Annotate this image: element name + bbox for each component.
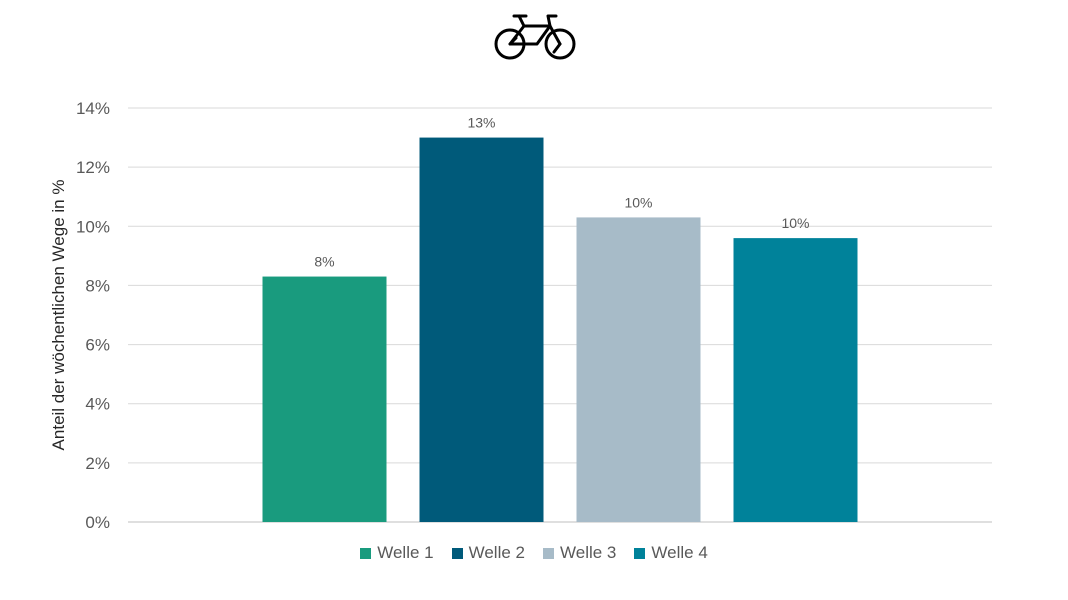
data-label: 10% [781,215,809,231]
y-tick-label: 4% [85,395,110,414]
y-axis-label: Anteil der wöchentlichen Wege in % [49,180,68,451]
legend-swatch [451,547,463,559]
legend-label: Welle 3 [560,543,617,562]
data-label: 13% [467,115,495,131]
y-tick-label: 10% [76,217,110,236]
legend-swatch [543,547,554,559]
y-tick-label: 0% [85,513,110,532]
bars [262,137,858,523]
bar-welle-3 [576,217,701,522]
y-axis-ticks: 0% 2% 4% 6% 8% 10% 12% 14% [76,99,110,532]
bicycle-icon [494,14,576,60]
y-tick-label: 14% [76,99,110,118]
legend-swatch [634,547,646,559]
data-label: 8% [314,254,334,270]
y-tick-label: 8% [85,276,110,295]
bar-welle-2 [419,137,544,523]
data-label: 10% [624,194,652,210]
legend-item: Welle 1 [360,543,434,563]
legend-label: Welle 1 [377,543,434,562]
legend-item: Welle 4 [634,543,708,563]
legend-item: Welle 3 [543,543,616,563]
y-tick-label: 2% [85,454,110,473]
legend: Welle 1 Welle 2 Welle 3 Welle 4 [0,543,1068,563]
data-labels: 8% 13% 10% 10% [314,115,809,270]
legend-label: Welle 2 [468,543,525,562]
y-tick-label: 12% [76,158,110,177]
y-tick-label: 6% [85,336,110,355]
legend-item: Welle 2 [451,543,525,563]
legend-label: Welle 4 [651,543,708,562]
legend-swatch [360,547,372,559]
bar-welle-4 [733,238,858,522]
bar-welle-1 [262,276,387,522]
gridlines [128,107,992,523]
